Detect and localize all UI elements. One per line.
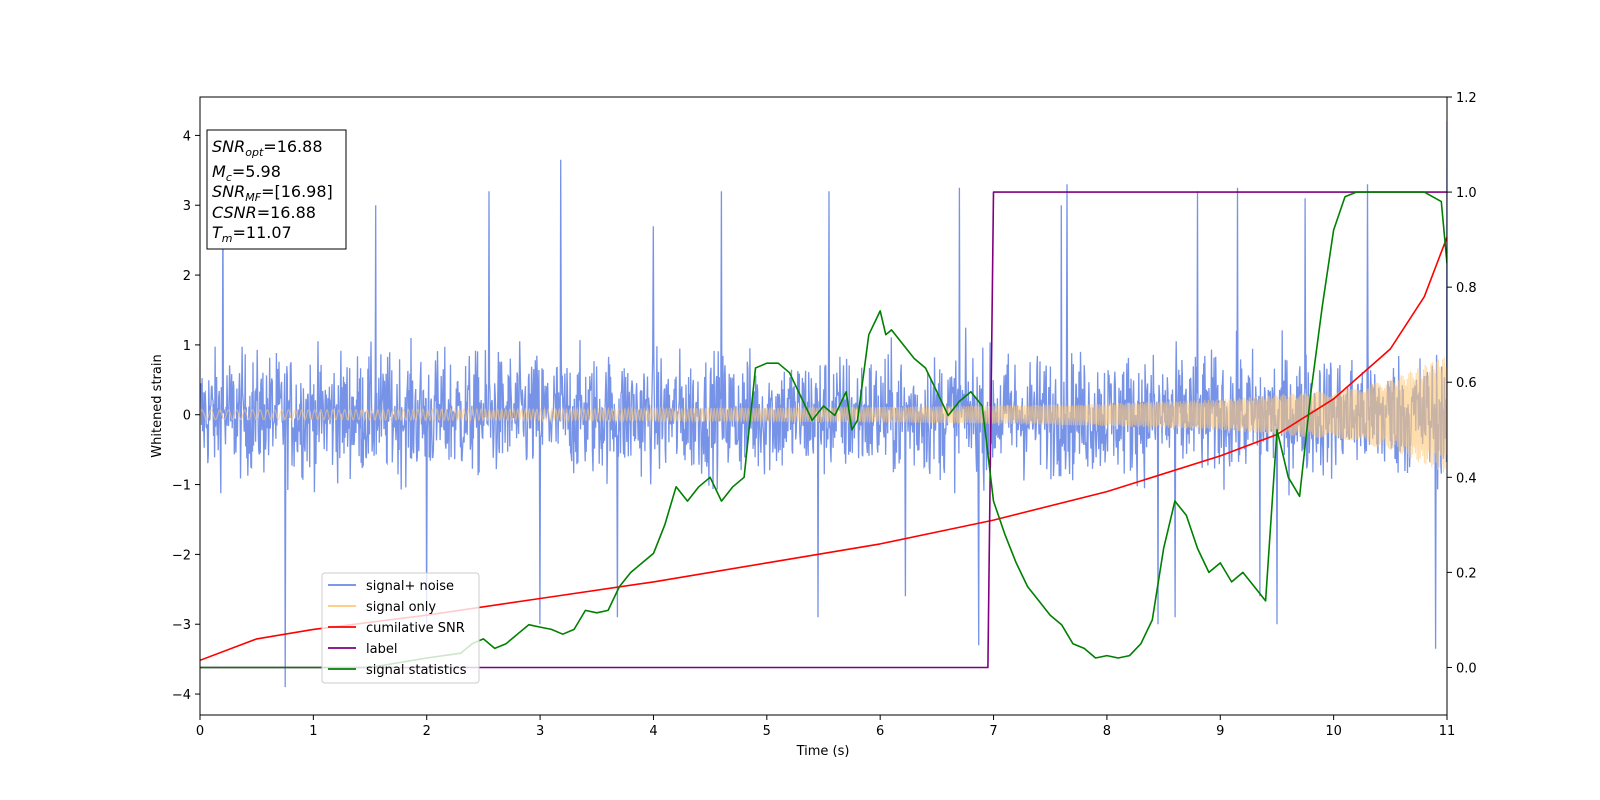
legend-item-label: signal only bbox=[366, 600, 436, 615]
y2-tick-label: 0.4 bbox=[1456, 471, 1477, 486]
y2-tick-label: 0.8 bbox=[1456, 281, 1477, 296]
info-box-line: Tm=11.07 bbox=[212, 223, 292, 245]
x-tick-label: 3 bbox=[536, 724, 544, 739]
series-signal-only bbox=[200, 357, 1447, 473]
x-tick-label: 4 bbox=[649, 724, 657, 739]
x-tick-label: 7 bbox=[989, 724, 997, 739]
info-box: SNRopt=16.88 Mc=5.98SNRMF=[16.98]CSNR=16.… bbox=[206, 129, 347, 250]
y2-tick-label: 1.0 bbox=[1456, 186, 1477, 201]
legend-item-label: label bbox=[366, 642, 397, 657]
y2-tick-label: 0.0 bbox=[1456, 661, 1477, 676]
legend-frame bbox=[321, 572, 480, 684]
y-tick-label: −2 bbox=[172, 548, 191, 563]
x-axis-ticks: 0 1 2 3 4 5 6 7 8 9 10 11 bbox=[196, 715, 1455, 739]
y-tick-label: 4 bbox=[183, 129, 191, 144]
x-tick-label: 0 bbox=[196, 724, 204, 739]
y-tick-label: −3 bbox=[172, 618, 191, 633]
series-signal-statistics bbox=[200, 191, 1447, 669]
x-tick-label: 2 bbox=[423, 724, 431, 739]
y-tick-label: −1 bbox=[172, 479, 191, 494]
legend-item-label: signal statistics bbox=[366, 663, 467, 678]
x-tick-label: 1 bbox=[309, 724, 317, 739]
x-axis-label: Time (s) bbox=[796, 744, 850, 759]
y2-tick-label: 0.6 bbox=[1456, 376, 1477, 391]
y2-tick-label: 0.2 bbox=[1456, 566, 1477, 581]
x-tick-label: 8 bbox=[1103, 724, 1111, 739]
y2-tick-label: 1.2 bbox=[1456, 91, 1477, 106]
info-box-line: Mc=5.98 bbox=[212, 162, 281, 184]
plot-frame bbox=[199, 96, 1448, 716]
y-tick-label: 2 bbox=[183, 269, 191, 284]
x-tick-label: 9 bbox=[1216, 724, 1224, 739]
x-tick-label: 5 bbox=[763, 724, 771, 739]
info-box-line: SNRMF=[16.98] bbox=[212, 182, 333, 204]
x-tick-label: 10 bbox=[1325, 724, 1342, 739]
series-label bbox=[200, 191, 1447, 669]
y-axis-ticks: 4 3 2 1 0 −1 −2 −3 −4 bbox=[172, 129, 200, 703]
y-tick-label: 3 bbox=[183, 199, 191, 214]
legend-item-label: signal+ noise bbox=[366, 579, 454, 594]
x-tick-label: 6 bbox=[876, 724, 884, 739]
info-box-line: SNRopt=16.88 bbox=[212, 137, 323, 159]
y-tick-label: −4 bbox=[172, 688, 191, 703]
y-tick-label: 0 bbox=[183, 409, 191, 424]
y-tick-label: 1 bbox=[183, 339, 191, 354]
y-axis-label: Whitened strain bbox=[150, 354, 165, 457]
info-box-line: CSNR=16.88 bbox=[212, 203, 316, 222]
legend-item-label: cumilative SNR bbox=[366, 621, 465, 636]
legend: signal+ noise signal only cumilative SNR la… bbox=[321, 572, 480, 684]
y2-axis-ticks: 1.2 1.0 0.8 0.6 0.4 0.2 0.0 bbox=[1447, 91, 1477, 676]
x-tick-label: 11 bbox=[1439, 724, 1456, 739]
info-box-frame bbox=[206, 129, 347, 250]
